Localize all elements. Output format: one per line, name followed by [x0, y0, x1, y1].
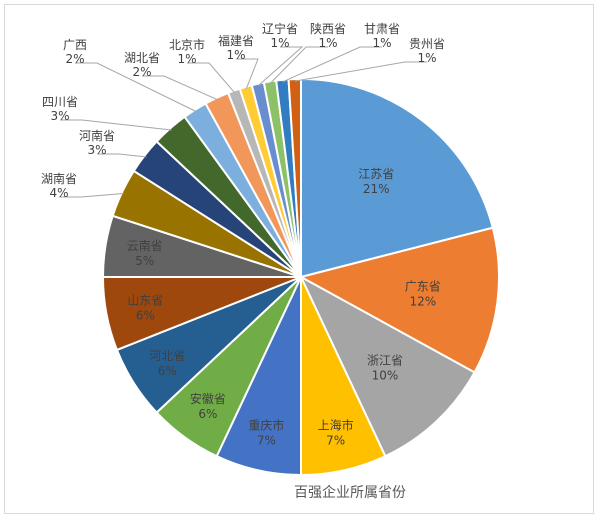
leader-line-17	[257, 46, 304, 87]
slice-label-name-17: 辽宁省	[262, 21, 298, 36]
chart-title: 百强企业所属省份	[294, 484, 406, 501]
slice-label-value-18: 1%	[318, 36, 337, 50]
slice-label-value-6: 6%	[198, 407, 217, 421]
slice-label-value-15: 1%	[177, 52, 196, 66]
leader-line-13	[75, 62, 197, 112]
leader-line-19	[282, 46, 382, 83]
leader-line-20	[294, 61, 427, 82]
slice-label-name-3: 浙江省	[367, 354, 403, 368]
slice-label-name-8: 山东省	[127, 294, 163, 308]
slice-label-value-5: 7%	[257, 434, 276, 448]
leader-line-10	[59, 193, 124, 198]
slice-label-value-19: 1%	[372, 36, 391, 50]
slice-label-value-10: 4%	[49, 186, 68, 200]
slice-label-name-9: 云南省	[127, 238, 163, 253]
slice-label-name-15: 北京市	[169, 37, 205, 52]
slice-label-value-16: 1%	[226, 48, 245, 62]
slice-label-name-14: 湖北省	[124, 50, 160, 65]
slice-label-name-16: 福建省	[218, 33, 254, 48]
slice-label-name-19: 甘肃省	[364, 22, 400, 36]
leader-line-18	[269, 46, 328, 84]
pie-slices	[101, 77, 500, 477]
slice-label-name-5: 重庆市	[248, 418, 284, 433]
leader-line-12	[60, 119, 172, 131]
leader-line-14	[142, 75, 218, 101]
slice-label-name-12: 四川省	[42, 95, 78, 109]
slice-label-name-1: 江苏省	[358, 167, 394, 181]
slice-label-name-2: 广东省	[405, 279, 441, 293]
leader-line-16	[236, 58, 259, 89]
pie-chart: 江苏省21%广东省12%浙江省10%上海市7%重庆市7%安徽省6%河北省6%山东…	[41, 21, 500, 501]
slice-label-value-13: 2%	[65, 52, 84, 66]
slice-label-name-4: 上海市	[318, 418, 354, 433]
slice-label-value-2: 12%	[409, 294, 436, 308]
leader-lines	[59, 46, 427, 198]
slice-label-name-6: 安徽省	[190, 391, 226, 406]
slice-label-name-13: 广西	[63, 38, 87, 52]
slice-label-name-11: 河南省	[79, 128, 115, 143]
slice-label-name-7: 河北省	[149, 349, 185, 363]
slice-label-value-3: 10%	[372, 369, 399, 383]
slice-label-value-12: 3%	[50, 109, 69, 123]
slice-label-name-20: 贵州省	[409, 37, 445, 51]
slice-label-value-1: 21%	[363, 182, 390, 196]
pie-slice-2[interactable]	[298, 226, 500, 374]
slice-label-name-10: 湖南省	[41, 171, 77, 186]
slice-label-value-8: 6%	[136, 309, 155, 323]
slice-label-value-14: 2%	[132, 65, 151, 79]
slice-label-value-17: 1%	[270, 36, 289, 50]
slice-labels: 江苏省21%广东省12%浙江省10%上海市7%重庆市7%安徽省6%河北省6%山东…	[41, 21, 445, 448]
slice-label-value-7: 6%	[158, 364, 177, 378]
slice-label-name-18: 陕西省	[310, 21, 346, 36]
slice-label-value-20: 1%	[417, 51, 436, 65]
pie-slice-3[interactable]	[298, 274, 476, 458]
pie-slice-1[interactable]	[300, 77, 494, 279]
chart-frame: 江苏省 21% 广东省 12% 浙江省 10% 上海市 7% 重庆市 7% 安徽省 6% 河北省 6% 山东…	[4, 4, 594, 514]
leader-line-15	[187, 62, 235, 93]
slice-label-value-9: 5%	[135, 254, 154, 268]
slice-label-value-11: 3%	[87, 143, 106, 157]
leader-line-11	[97, 153, 147, 158]
slice-label-value-4: 7%	[326, 434, 345, 448]
